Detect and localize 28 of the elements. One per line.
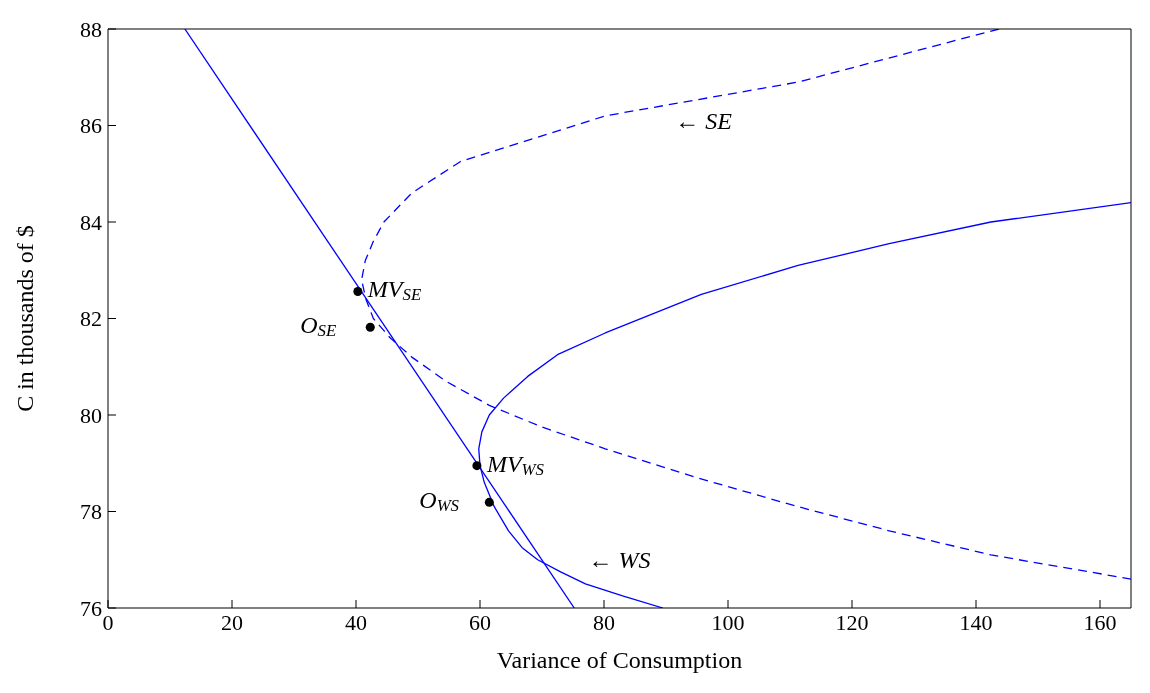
- y-tick-label: 86: [80, 113, 102, 139]
- annotation: MV$_{SE}$: [366, 275, 422, 305]
- point: [365, 322, 375, 332]
- x-axis-title: Variance of Consumption: [496, 647, 743, 673]
- x-tick-label: 120: [835, 609, 869, 635]
- x-tick-label: 140: [959, 609, 993, 635]
- y-tick-label: 76: [80, 595, 102, 621]
- annotation: ← WS: [588, 546, 651, 573]
- y-axis-title: C in thousands of $: [11, 225, 38, 412]
- y-tick-label: 78: [80, 499, 102, 525]
- x-tick-label: 160: [1083, 609, 1117, 635]
- x-tick-label: 0: [102, 609, 114, 635]
- x-tick-label: 100: [711, 609, 745, 635]
- annotation: O$_{WS}$: [419, 486, 460, 516]
- y-tick-label: 82: [80, 306, 102, 332]
- point: [484, 497, 494, 507]
- x-tick-label: 20: [221, 609, 243, 635]
- x-tick-label: 60: [469, 609, 491, 635]
- x-tick-label: 40: [345, 609, 367, 635]
- annotation: O$_{SE}$: [300, 311, 337, 341]
- y-tick-label: 84: [80, 209, 102, 235]
- annotation: ← SE: [675, 107, 733, 134]
- annotation: MV$_{WS}$: [485, 450, 545, 479]
- x-tick-label: 80: [593, 609, 615, 635]
- point: [353, 286, 363, 296]
- y-tick-label: 80: [80, 402, 102, 428]
- point: [472, 461, 482, 471]
- y-tick-label: 88: [80, 16, 102, 42]
